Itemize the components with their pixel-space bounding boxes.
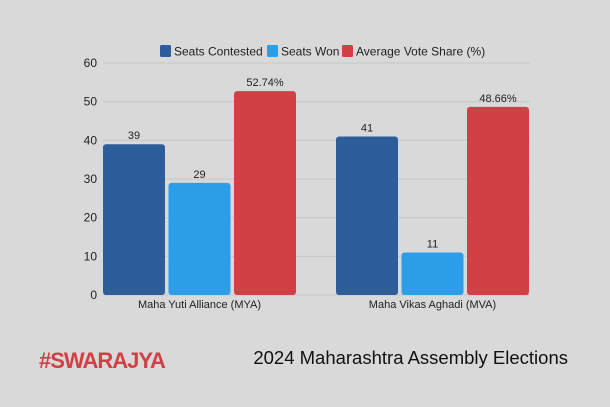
data-label: 29	[193, 169, 205, 181]
y-tick-label: 60	[84, 56, 98, 70]
bar	[103, 144, 165, 295]
legend-swatch	[160, 45, 171, 57]
data-label: 52.74%	[246, 77, 284, 89]
y-tick-label: 50	[84, 95, 98, 109]
legend-label: Seats Contested	[174, 45, 263, 59]
y-tick-label: 20	[84, 211, 98, 225]
legend-swatch	[267, 45, 278, 57]
legend-label: Average Vote Share (%)	[356, 45, 485, 59]
gridlines	[103, 62, 530, 296]
legend-swatch	[342, 45, 353, 57]
data-label: 41	[361, 122, 373, 134]
bar	[401, 252, 464, 295]
logo: #SWARAJYA	[39, 348, 166, 373]
x-category-label: Maha Yuti Alliance (MYA)	[138, 299, 261, 311]
data-label: 39	[128, 130, 140, 142]
x-axis-labels: Maha Yuti Alliance (MYA) Maha Vikas Aghad…	[138, 299, 496, 311]
legend: Seats Contested Seats Won Average Vote Sha…	[160, 45, 485, 59]
bars: 39 29 52.74% 41 11 48.66%	[103, 77, 529, 296]
y-tick-label: 30	[84, 172, 98, 186]
data-label: 11	[427, 238, 438, 250]
chart-title: 2024 Maharashtra Assembly Elections	[253, 347, 568, 368]
data-label: 48.66%	[479, 93, 517, 105]
x-category-label: Maha Vikas Aghadi (MVA)	[369, 299, 496, 311]
bar	[168, 182, 231, 295]
y-tick-label: 40	[84, 133, 98, 147]
bar	[336, 136, 398, 295]
bar	[467, 106, 529, 296]
y-tick-label: 0	[90, 288, 97, 302]
bar	[234, 91, 296, 296]
y-tick-label: 10	[84, 249, 98, 263]
legend-label: Seats Won	[281, 45, 339, 59]
y-axis-ticks: 0 10 20 30 40 50 60	[84, 56, 98, 302]
